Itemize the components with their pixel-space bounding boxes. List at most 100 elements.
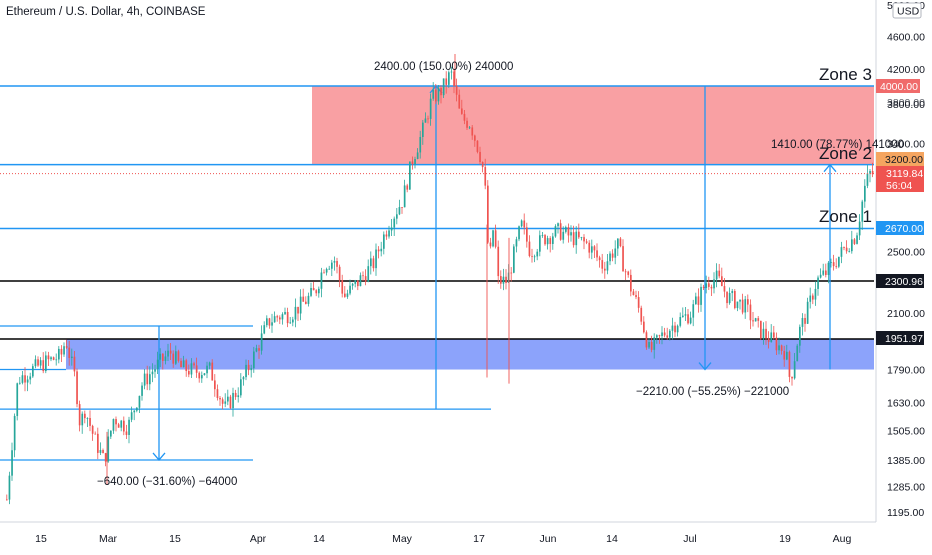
candle-body xyxy=(598,257,601,261)
candle-body xyxy=(8,475,11,500)
candle-body xyxy=(830,262,832,263)
candle-body xyxy=(398,207,401,215)
candle-body xyxy=(726,291,728,304)
candle-body xyxy=(162,353,164,361)
date-tick-label: Jul xyxy=(683,533,696,545)
candle-body xyxy=(814,288,817,300)
candle-body xyxy=(149,374,151,385)
candle-body xyxy=(845,247,848,252)
candle-body xyxy=(632,291,635,296)
candle-body xyxy=(539,235,541,252)
candle-body xyxy=(476,140,479,152)
candle-body xyxy=(211,362,214,381)
candle-body xyxy=(351,283,354,286)
candle-body xyxy=(630,274,632,292)
candle-body xyxy=(705,283,708,288)
date-axis[interactable]: 15 Mar 15 Apr 14 May 17 Jun 14 Jul 19 Aug xyxy=(35,533,851,545)
candle-body xyxy=(29,376,32,380)
candle-body xyxy=(86,418,89,419)
candle-body xyxy=(245,364,247,378)
candle-body xyxy=(702,286,705,288)
candle-body xyxy=(336,261,338,267)
candle-body xyxy=(102,450,104,454)
candle-body xyxy=(531,255,533,257)
candle-body xyxy=(804,317,806,324)
candle-body xyxy=(50,357,52,360)
candle-body xyxy=(851,239,853,252)
candle-body xyxy=(416,152,419,160)
candle-body xyxy=(78,404,81,426)
candle-body xyxy=(284,311,286,315)
candle-body xyxy=(585,241,588,243)
candle-body xyxy=(390,227,393,231)
candle-body xyxy=(580,237,583,238)
candle-body xyxy=(799,326,801,346)
candle-body xyxy=(286,311,289,324)
price-tick-label: 1790.00 xyxy=(887,365,925,377)
price-tick-label: 2500.00 xyxy=(887,247,925,259)
candle-body xyxy=(112,419,115,431)
candle-body xyxy=(294,306,297,320)
candle-body xyxy=(414,159,416,165)
candle-body xyxy=(518,226,520,240)
currency-label: USD xyxy=(897,6,920,18)
candle-body xyxy=(52,357,55,360)
candle-body xyxy=(34,359,37,367)
candle-body xyxy=(723,286,726,292)
date-tick-label: Jun xyxy=(540,533,557,545)
candle-body xyxy=(268,318,271,326)
candle-body xyxy=(489,242,492,247)
candle-body xyxy=(713,279,715,289)
candle-body xyxy=(279,317,281,320)
candle-body xyxy=(110,430,112,437)
candle-body xyxy=(661,332,663,337)
candle-body xyxy=(749,304,752,321)
candle-body xyxy=(310,287,312,296)
candle-body xyxy=(97,433,99,453)
candle-body xyxy=(346,293,349,297)
date-tick-label: 17 xyxy=(473,533,485,545)
candle-body xyxy=(276,316,279,318)
candle-body xyxy=(689,317,692,324)
candle-body xyxy=(273,316,276,323)
badge-last-price: 3119.84 56:04 xyxy=(876,166,924,192)
candle-body xyxy=(614,248,617,258)
candle-body xyxy=(510,272,513,274)
candle-body xyxy=(796,345,799,362)
svg-text:2300.96: 2300.96 xyxy=(885,276,923,288)
svg-text:1951.97: 1951.97 xyxy=(885,333,923,345)
candle-body xyxy=(679,317,682,326)
candle-body xyxy=(180,360,182,368)
candle-body xyxy=(591,246,593,253)
candle-body xyxy=(19,382,21,384)
candle-body xyxy=(385,234,388,237)
candle-body xyxy=(299,296,302,314)
red-supply-zone[interactable] xyxy=(312,86,874,165)
candle-body xyxy=(596,250,598,258)
blue-demand-zone[interactable] xyxy=(66,338,874,370)
candle-body xyxy=(206,365,208,374)
candle-body xyxy=(302,296,305,302)
candle-body xyxy=(627,271,630,275)
candle-body xyxy=(752,320,754,322)
candle-body xyxy=(617,238,619,249)
candle-body xyxy=(455,85,458,95)
candle-body xyxy=(260,333,263,351)
candle-body xyxy=(242,377,245,380)
candle-body xyxy=(671,325,674,331)
candle-body xyxy=(583,237,585,242)
candle-body xyxy=(734,291,736,309)
candle-body xyxy=(788,351,791,377)
candle-body xyxy=(58,348,60,360)
candle-body xyxy=(520,220,523,227)
candle-body xyxy=(775,337,778,351)
candle-body xyxy=(780,345,783,351)
candle-body xyxy=(198,372,201,379)
candle-body xyxy=(123,420,125,432)
candle-body xyxy=(869,170,871,174)
price-tick-label: 3400.00 xyxy=(887,138,925,150)
currency-button[interactable] xyxy=(892,2,922,19)
candle-body xyxy=(258,348,260,351)
